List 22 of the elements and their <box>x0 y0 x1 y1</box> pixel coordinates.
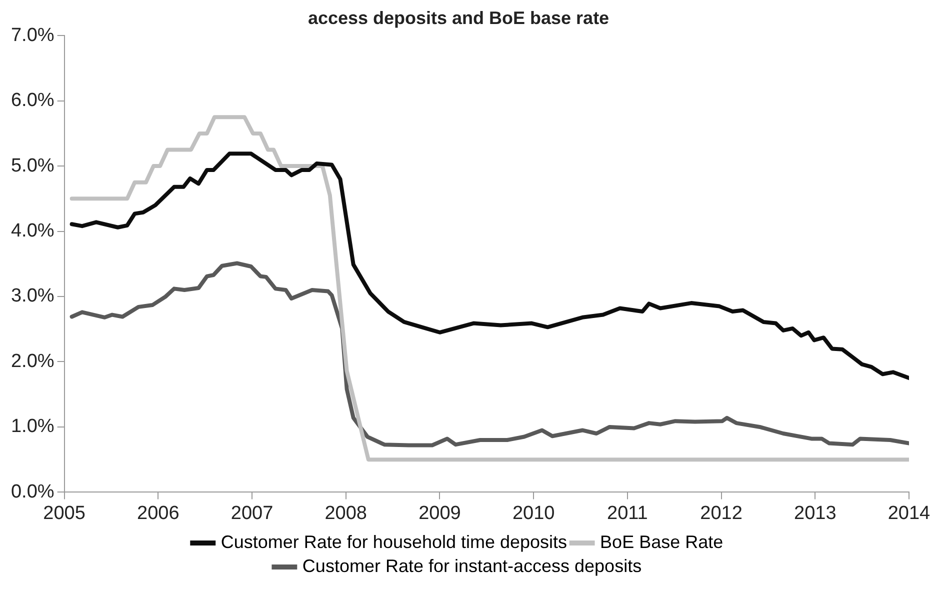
x-tick-label: 2006 <box>137 502 180 524</box>
y-tick-label: 6.0% <box>10 90 54 112</box>
x-tick-label: 2011 <box>607 502 648 524</box>
y-tick-label: 1.0% <box>10 416 54 438</box>
legend-label: Customer Rate for instant-access deposits <box>302 556 642 576</box>
legend-label: BoE Base Rate <box>600 532 724 552</box>
y-tick-label: 3.0% <box>10 286 54 307</box>
x-tick-label: 2010 <box>512 502 555 524</box>
y-tick-label: 7.0% <box>10 24 54 46</box>
y-tick-label: 0.0% <box>10 481 54 502</box>
y-tick-label: 4.0% <box>10 220 54 242</box>
x-tick-label: 2005 <box>43 502 86 524</box>
x-tick-label: 2014 <box>888 502 931 524</box>
x-tick-label: 2009 <box>418 502 461 524</box>
legend-label: Customer Rate for household time deposits <box>220 532 568 552</box>
chart-title: access deposits and BoE base rate <box>308 8 610 28</box>
y-tick-label: 5.0% <box>10 155 54 176</box>
x-tick-label: 2007 <box>230 502 274 524</box>
x-tick-label: 2013 <box>794 502 836 524</box>
x-tick-label: 2008 <box>324 502 368 524</box>
x-tick-label: 2012 <box>700 502 742 524</box>
y-tick-label: 2.0% <box>10 350 54 372</box>
